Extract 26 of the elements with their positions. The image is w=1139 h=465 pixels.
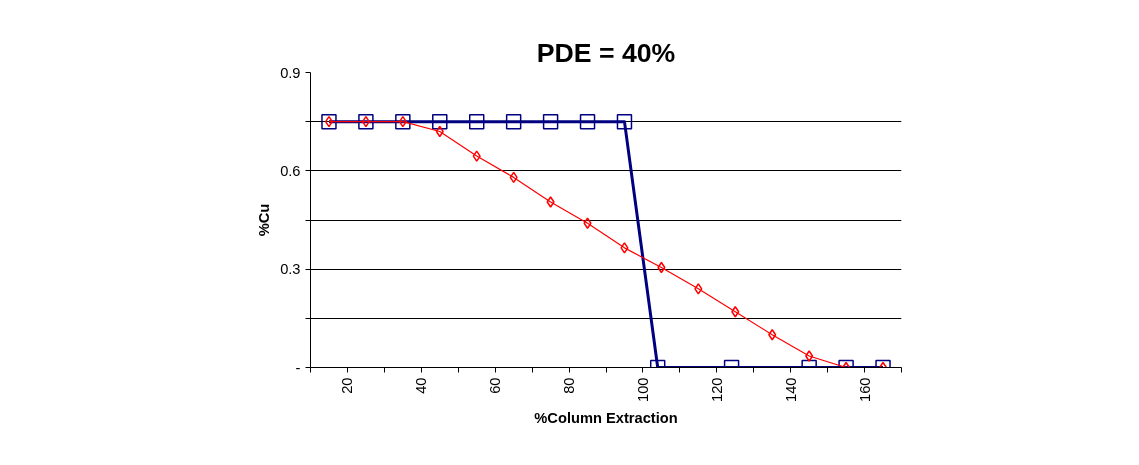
x-tick-label: 100 xyxy=(634,377,651,402)
x-axis-title: %Column Extraction xyxy=(534,409,678,426)
point xyxy=(579,113,596,130)
y-tick-label: 0.3 xyxy=(280,261,301,278)
x-tick-label: 160 xyxy=(856,377,873,402)
x-tick-label: 40 xyxy=(413,377,430,394)
point xyxy=(542,113,559,130)
x-tick-label: 140 xyxy=(782,377,799,402)
x-tick-label: 20 xyxy=(339,377,356,394)
point xyxy=(432,113,448,130)
point xyxy=(620,242,629,254)
y-tick-label: 0.9 xyxy=(280,64,301,81)
point xyxy=(616,113,633,130)
chart-title: PDE = 40% xyxy=(536,37,676,68)
point xyxy=(546,196,555,208)
point xyxy=(472,150,481,162)
y-tick-label: - xyxy=(295,359,301,376)
y-axis-title: %Cu xyxy=(256,203,273,237)
x-tick-label: 60 xyxy=(487,377,504,394)
y-tick-label: 0.6 xyxy=(280,162,301,179)
x-tick-label: 80 xyxy=(561,377,578,394)
x-tick-label: 120 xyxy=(708,377,725,402)
point xyxy=(358,113,374,130)
point xyxy=(468,113,485,130)
point xyxy=(505,113,522,130)
point xyxy=(395,113,411,130)
